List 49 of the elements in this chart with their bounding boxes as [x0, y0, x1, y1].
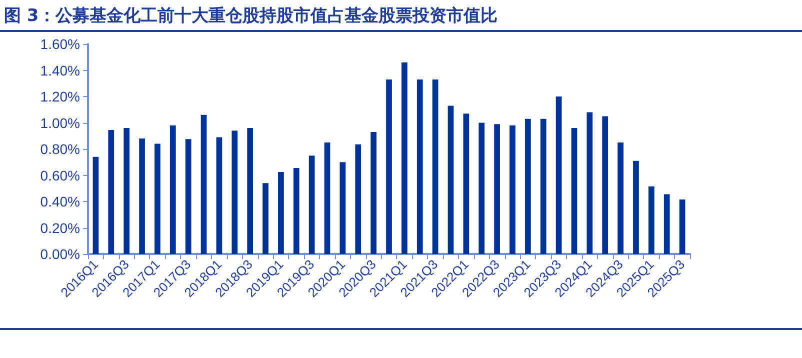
- bar: [108, 130, 114, 254]
- bar: [679, 200, 686, 254]
- bar: [494, 124, 500, 254]
- bar: [386, 79, 392, 254]
- bar: [232, 130, 238, 254]
- bar: [540, 118, 546, 254]
- bar: [278, 172, 284, 254]
- bar: [448, 106, 454, 254]
- bar: [633, 160, 639, 254]
- y-tick-label: 0.60%: [40, 167, 80, 184]
- bar: [463, 114, 470, 254]
- bar: [170, 125, 176, 254]
- bar: [185, 139, 192, 254]
- bar: [355, 144, 362, 254]
- y-tick-label: 0.00%: [40, 246, 80, 262]
- bar: [571, 128, 578, 254]
- bar: [324, 142, 330, 254]
- bar: [556, 96, 562, 254]
- bar: [340, 162, 346, 254]
- bar: [247, 128, 254, 254]
- bar: [139, 138, 145, 254]
- y-tick-label: 1.00%: [40, 114, 80, 131]
- bar: [664, 194, 670, 254]
- bar: [92, 156, 99, 254]
- chart-title: 图 3：公募基金化工前十大重仓股持股市值占基金股票投资市值比: [4, 5, 498, 27]
- y-tick-label: 1.40%: [40, 62, 80, 78]
- bar: [124, 128, 130, 254]
- y-tick-label: 1.20%: [40, 88, 80, 104]
- bar: [200, 114, 207, 254]
- y-tick-label: 1.60%: [40, 36, 80, 52]
- bar: [416, 79, 423, 254]
- bar: [586, 112, 593, 254]
- y-tick-label: 0.40%: [40, 194, 80, 210]
- bar: [524, 118, 531, 254]
- y-tick-label: 0.80%: [40, 141, 80, 157]
- bar: [154, 144, 160, 254]
- bar: [602, 116, 608, 254]
- bar: [478, 122, 485, 254]
- bar: [308, 156, 315, 254]
- bar: [402, 62, 408, 254]
- bar: [618, 142, 624, 254]
- bar: [432, 79, 438, 254]
- bar: [293, 168, 300, 254]
- bar: [216, 137, 222, 254]
- bar: [510, 125, 516, 254]
- bar: [262, 183, 268, 254]
- bar: [370, 132, 376, 254]
- bar: [648, 186, 654, 254]
- y-tick-label: 0.20%: [40, 220, 80, 236]
